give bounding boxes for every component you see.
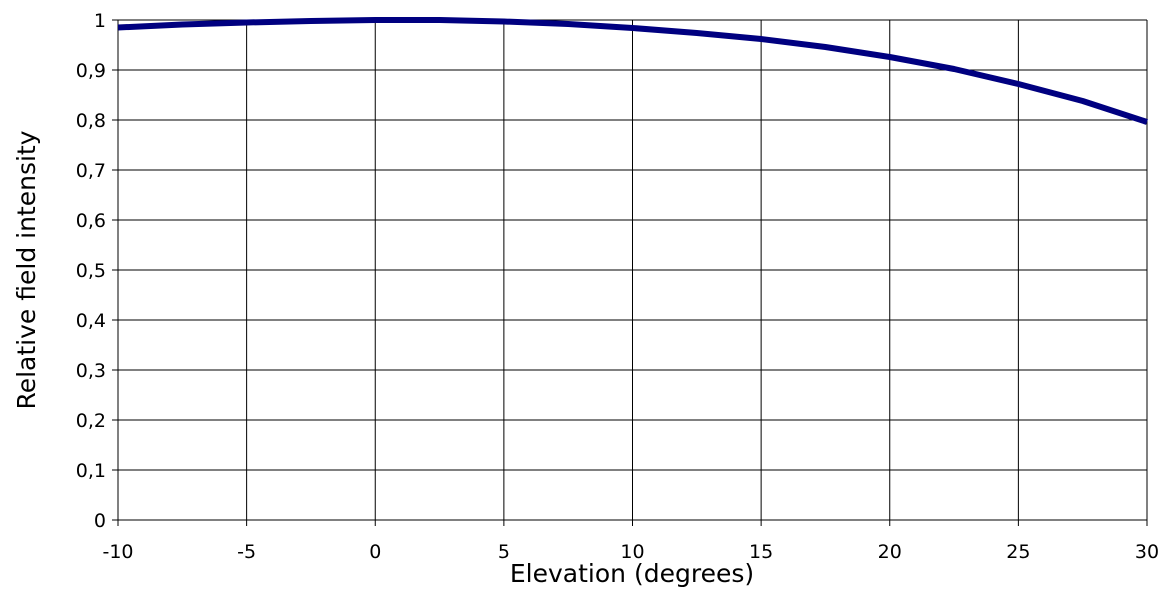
y-tick-label: 0,3 — [76, 360, 106, 382]
x-tick-label: 20 — [878, 541, 902, 563]
x-tick-label: -10 — [102, 541, 133, 563]
y-tick-label: 0,5 — [76, 260, 106, 282]
x-axis-title: Elevation (degrees) — [510, 559, 754, 588]
x-tick-label: 10 — [620, 541, 644, 563]
x-tick-labels: -10 -5 0 5 10 15 20 25 30 — [102, 541, 1159, 563]
x-tick-label: 0 — [369, 541, 381, 563]
x-tick-label: 30 — [1135, 541, 1159, 563]
y-tick-label: 0,2 — [76, 410, 106, 432]
x-tick-label: 5 — [498, 541, 510, 563]
y-tick-label: 0,8 — [76, 110, 106, 132]
y-tick-label: 0,4 — [76, 310, 106, 332]
y-tick-label: 1 — [94, 10, 106, 32]
x-tick-label: 25 — [1006, 541, 1030, 563]
x-tick-label: -5 — [237, 541, 256, 563]
y-tick-label: 0,7 — [76, 160, 106, 182]
y-tick-label: 0,9 — [76, 60, 106, 82]
y-axis-title: Relative field intensity — [12, 130, 41, 409]
y-tick-label: 0,6 — [76, 210, 106, 232]
y-tick-label: 0,1 — [76, 460, 106, 482]
series-layer — [117, 17, 1148, 125]
series-line — [117, 17, 1148, 125]
x-tick-label: 15 — [749, 541, 773, 563]
axes — [112, 19, 1148, 526]
grid-lines — [117, 19, 1148, 521]
y-tick-labels: 0 0,1 0,2 0,3 0,4 0,5 0,6 0,7 0,8 0,9 1 — [76, 10, 106, 532]
y-tick-label: 0 — [94, 510, 106, 532]
